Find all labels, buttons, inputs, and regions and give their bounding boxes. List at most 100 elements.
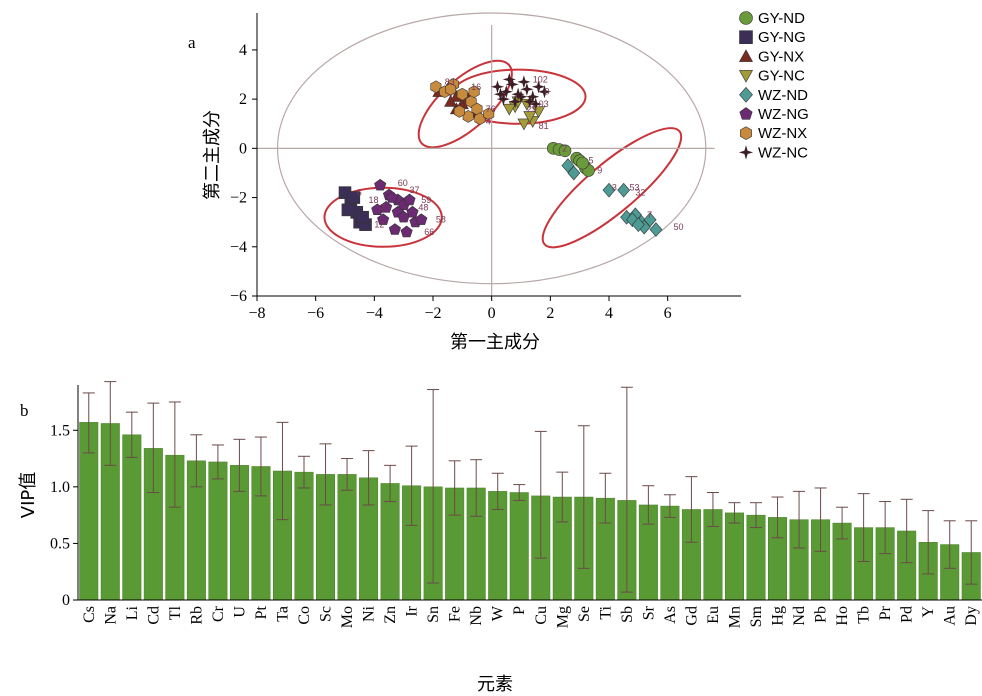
sample-label: 32	[635, 188, 645, 198]
x-axis-title: 第一主成分	[450, 332, 540, 353]
cluster-ellipse	[541, 127, 683, 249]
score-point-wz-nx	[445, 82, 457, 96]
score-point-gy-nd	[558, 144, 572, 158]
legend-marker-gy-nc	[738, 70, 754, 83]
panel-b-label: b	[20, 401, 29, 420]
bars	[79, 422, 981, 601]
legend-label: GY-ND	[758, 10, 805, 27]
sample-label: 76	[486, 104, 496, 114]
y-tick-label: 0	[239, 140, 247, 157]
score-point-gy-ng	[341, 203, 355, 217]
legend-marker-wz-nd	[739, 86, 753, 103]
category-label: Cd	[145, 606, 162, 625]
score-point-wz-nc	[508, 95, 522, 109]
bar-as	[660, 505, 680, 601]
score-point-wz-ng	[400, 225, 413, 238]
y-tick-label: 4	[239, 42, 247, 59]
y-tick-label: 1.5	[50, 422, 70, 439]
category-label: Nb	[468, 606, 485, 626]
category-label: As	[662, 606, 679, 624]
score-point-wz-nx	[483, 107, 495, 121]
category-label: Sc	[318, 606, 335, 622]
score-point-gy-nc	[517, 118, 531, 131]
score-point-wz-nc	[493, 87, 508, 101]
category-label: Ni	[361, 605, 378, 622]
sample-label: 0	[544, 87, 549, 97]
score-point-wz-nd	[617, 182, 631, 198]
score-point-wz-ng	[388, 223, 401, 235]
sample-label: 53	[630, 183, 640, 193]
sample-label: 50	[674, 222, 684, 232]
legend-label: WZ-NC	[758, 144, 808, 161]
score-point-gy-nc	[523, 111, 537, 123]
y-tick-label: 1.0	[50, 479, 70, 496]
bar-mn	[724, 512, 744, 601]
category-label: W	[490, 605, 507, 621]
legend-label: WZ-NX	[758, 125, 807, 142]
score-point-wz-ng	[385, 191, 398, 203]
sample-label: 83	[445, 77, 455, 87]
category-label: Se	[576, 606, 593, 622]
x-tick-label: 2	[546, 305, 554, 322]
category-label: Hg	[770, 606, 787, 626]
category-label: Pb	[813, 606, 830, 623]
score-point-wz-ng	[406, 205, 419, 218]
sample-label: 3	[612, 183, 617, 193]
sample-label: 60	[398, 178, 408, 188]
sample-label: 7	[647, 210, 652, 220]
category-label: P	[511, 606, 528, 615]
category-label: Cu	[533, 606, 550, 625]
score-point-wz-nx	[453, 105, 465, 118]
sample-label: 2	[562, 143, 567, 153]
score-point-wz-nd	[643, 212, 657, 228]
legend-marker-wz-nx	[740, 126, 752, 141]
panel-a-label: a	[188, 33, 196, 52]
sample-label: 81	[539, 121, 549, 131]
sample-label: 4	[486, 116, 491, 126]
score-point-wz-ng	[374, 178, 387, 191]
score-point-wz-nc	[523, 95, 537, 109]
sample-label: 48	[418, 202, 428, 212]
legend-label: WZ-ND	[758, 87, 808, 104]
score-point-wz-nc	[537, 85, 552, 99]
category-label: Rb	[188, 606, 205, 625]
score-point-wz-ng	[377, 213, 390, 225]
score-point-wz-nc	[517, 75, 531, 89]
category-label: Tb	[856, 606, 873, 624]
sample-label: 29	[527, 104, 537, 114]
score-point-wz-nc	[511, 87, 525, 101]
score-point-wz-ng	[403, 193, 416, 206]
sample-label: 102	[533, 74, 548, 84]
category-label: Ta	[274, 606, 291, 622]
score-point-gy-nc	[502, 103, 516, 116]
y-tick-label: 0.5	[50, 535, 70, 552]
bar-p	[509, 492, 529, 601]
sample-label: 59	[421, 195, 431, 205]
score-point-wz-nc	[514, 90, 528, 104]
legend-label: WZ-NG	[758, 106, 809, 123]
x-tick-label: −6	[307, 305, 324, 322]
x-axis-title: 元素	[477, 674, 513, 695]
category-label: Mn	[726, 606, 743, 628]
category-label: Cr	[210, 605, 227, 622]
score-point-wz-nx	[430, 80, 442, 94]
bar-cr	[208, 461, 228, 601]
bar-li	[122, 434, 142, 601]
category-label: Au	[942, 606, 959, 626]
category-label: Sm	[748, 605, 765, 627]
score-point-wz-nd	[567, 165, 581, 181]
category-label: Ti	[597, 605, 614, 619]
score-point-wz-nc	[496, 92, 510, 106]
sample-label: 58	[436, 215, 446, 225]
category-label: Mo	[339, 606, 356, 628]
score-point-wz-ng	[415, 213, 428, 225]
y-axis-title: VIP值	[18, 472, 39, 518]
score-point-wz-nc	[526, 90, 540, 104]
y-tick-label: −6	[230, 288, 247, 305]
x-tick-label: 4	[605, 305, 613, 322]
category-label: Pd	[899, 606, 916, 623]
sample-label: 9	[597, 165, 602, 175]
